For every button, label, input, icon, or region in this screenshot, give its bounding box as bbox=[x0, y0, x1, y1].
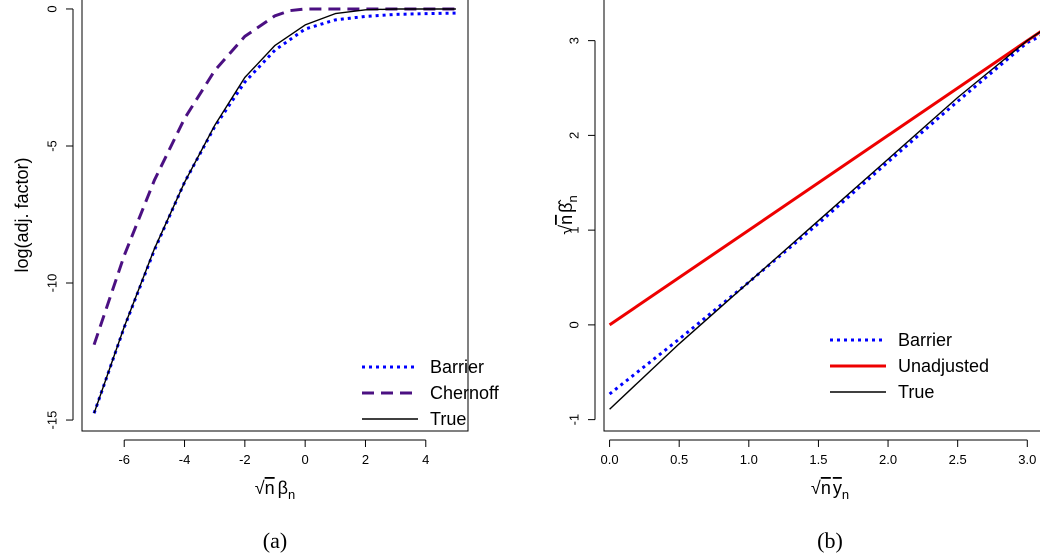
chart-a-caption: (a) bbox=[263, 528, 287, 553]
chart-b-x-tick-label: 3.0 bbox=[1018, 452, 1036, 467]
chart-a-x-label: √n βn bbox=[255, 478, 296, 502]
chart-b-y-tick-label: 1 bbox=[566, 227, 581, 234]
chart-a-series bbox=[92, 7, 456, 414]
chart-a-y-tick-label: -5 bbox=[44, 140, 59, 152]
chart-b-x-tick-label: 0.0 bbox=[601, 452, 619, 467]
chart-b-x-ticks: 0.0 0.5 1.0 1.5 2.0 2.5 3.0 bbox=[601, 439, 1036, 467]
chart-b-legend-label-true: True bbox=[898, 382, 934, 402]
chart-b-series-barrier bbox=[608, 34, 1040, 396]
chart-b-x-tick-label: 2.5 bbox=[949, 452, 967, 467]
chart-b-legend-label-barrier: Barrier bbox=[898, 330, 952, 350]
chart-a-legend-label-barrier: Barrier bbox=[430, 357, 484, 377]
chart-a-x-tick-label: -6 bbox=[118, 452, 130, 467]
chart-b-y-label-betahat: β̂ bbox=[556, 199, 576, 212]
chart-a-series-barrier bbox=[92, 11, 456, 414]
chart-b-y-tick-label: 2 bbox=[566, 132, 581, 139]
chart-b-series-true bbox=[609, 31, 1040, 410]
chart-b-series-unadjusted bbox=[608, 30, 1040, 327]
chart-b-series bbox=[608, 30, 1040, 410]
chart-b-x-label-sqrt: √ bbox=[811, 478, 821, 498]
chart-b-y-label-sub: n bbox=[565, 195, 580, 202]
chart-b-x-label-y: y bbox=[833, 478, 842, 498]
chart-a-series-true bbox=[93, 8, 456, 414]
chart-b-y-tick-label: 0 bbox=[566, 321, 581, 328]
chart-b-x-label: √n yn bbox=[811, 478, 849, 502]
chart-a-x-label-sqrt: √ bbox=[255, 478, 265, 498]
chart-b-plot-frame bbox=[603, 0, 1040, 432]
chart-a-y-tick-label: -15 bbox=[44, 411, 59, 430]
chart-b-caption: (b) bbox=[817, 528, 843, 553]
chart-b-y-tick-label: 3 bbox=[566, 37, 581, 44]
chart-b-legend: Barrier Unadjusted True bbox=[830, 330, 989, 402]
chart-b-x-tick-label: 1.5 bbox=[809, 452, 827, 467]
chart-a-legend: Barrier Chernoff True bbox=[362, 357, 500, 429]
chart-a-x-label-beta: β bbox=[278, 478, 288, 498]
chart-a-legend-label-true: True bbox=[430, 409, 466, 429]
chart-a-x-tick-label: 4 bbox=[422, 452, 429, 467]
chart-b-y-tick-label: -1 bbox=[566, 414, 581, 426]
chart-b-x-label-n: n bbox=[821, 478, 831, 498]
chart-a-x-tick-label: 2 bbox=[362, 452, 369, 467]
chart-b-x-tick-label: 0.5 bbox=[670, 452, 688, 467]
chart-a-x-label-sub: n bbox=[288, 487, 295, 502]
chart-b-legend-label-unadjusted: Unadjusted bbox=[898, 356, 989, 376]
chart-b-y-label-n: n bbox=[556, 215, 576, 225]
chart-a-plot-frame bbox=[81, 0, 469, 432]
chart-b-y-label: √nβ̂n bbox=[556, 195, 580, 235]
chart-a-y-label: log(adj. factor) bbox=[12, 157, 32, 272]
chart-a: -6 -4 -2 0 2 4 0-5-10-15 √n βn log(adj. factor… bbox=[12, 0, 500, 553]
chart-a-x-tick-label: 0 bbox=[302, 452, 309, 467]
chart-a-x-tick-label: -2 bbox=[239, 452, 251, 467]
chart-b-x-tick-label: 1.0 bbox=[740, 452, 758, 467]
chart-a-x-ticks: -6 -4 -2 0 2 4 bbox=[118, 439, 429, 467]
chart-a-x-label-n: n bbox=[265, 478, 275, 498]
chart-a-y-ticks: 0 -5 -10 -15 bbox=[44, 5, 74, 430]
chart-b-x-label-sub: n bbox=[842, 487, 849, 502]
chart-a-legend-label-chernoff: Chernoff bbox=[430, 383, 500, 403]
chart-b-x-tick-label: 2.0 bbox=[879, 452, 897, 467]
chart-b-y-ticks: -1 0 1 2 3 bbox=[566, 37, 596, 426]
chart-a-y-tick-label: -10 bbox=[44, 274, 59, 293]
chart-a-y-tick-label: 0 bbox=[44, 5, 59, 12]
chart-b-y-label-sqrt: √ bbox=[556, 225, 576, 235]
chart-a-x-tick-label: -4 bbox=[179, 452, 191, 467]
chart-a-series-chernoff bbox=[92, 7, 456, 346]
